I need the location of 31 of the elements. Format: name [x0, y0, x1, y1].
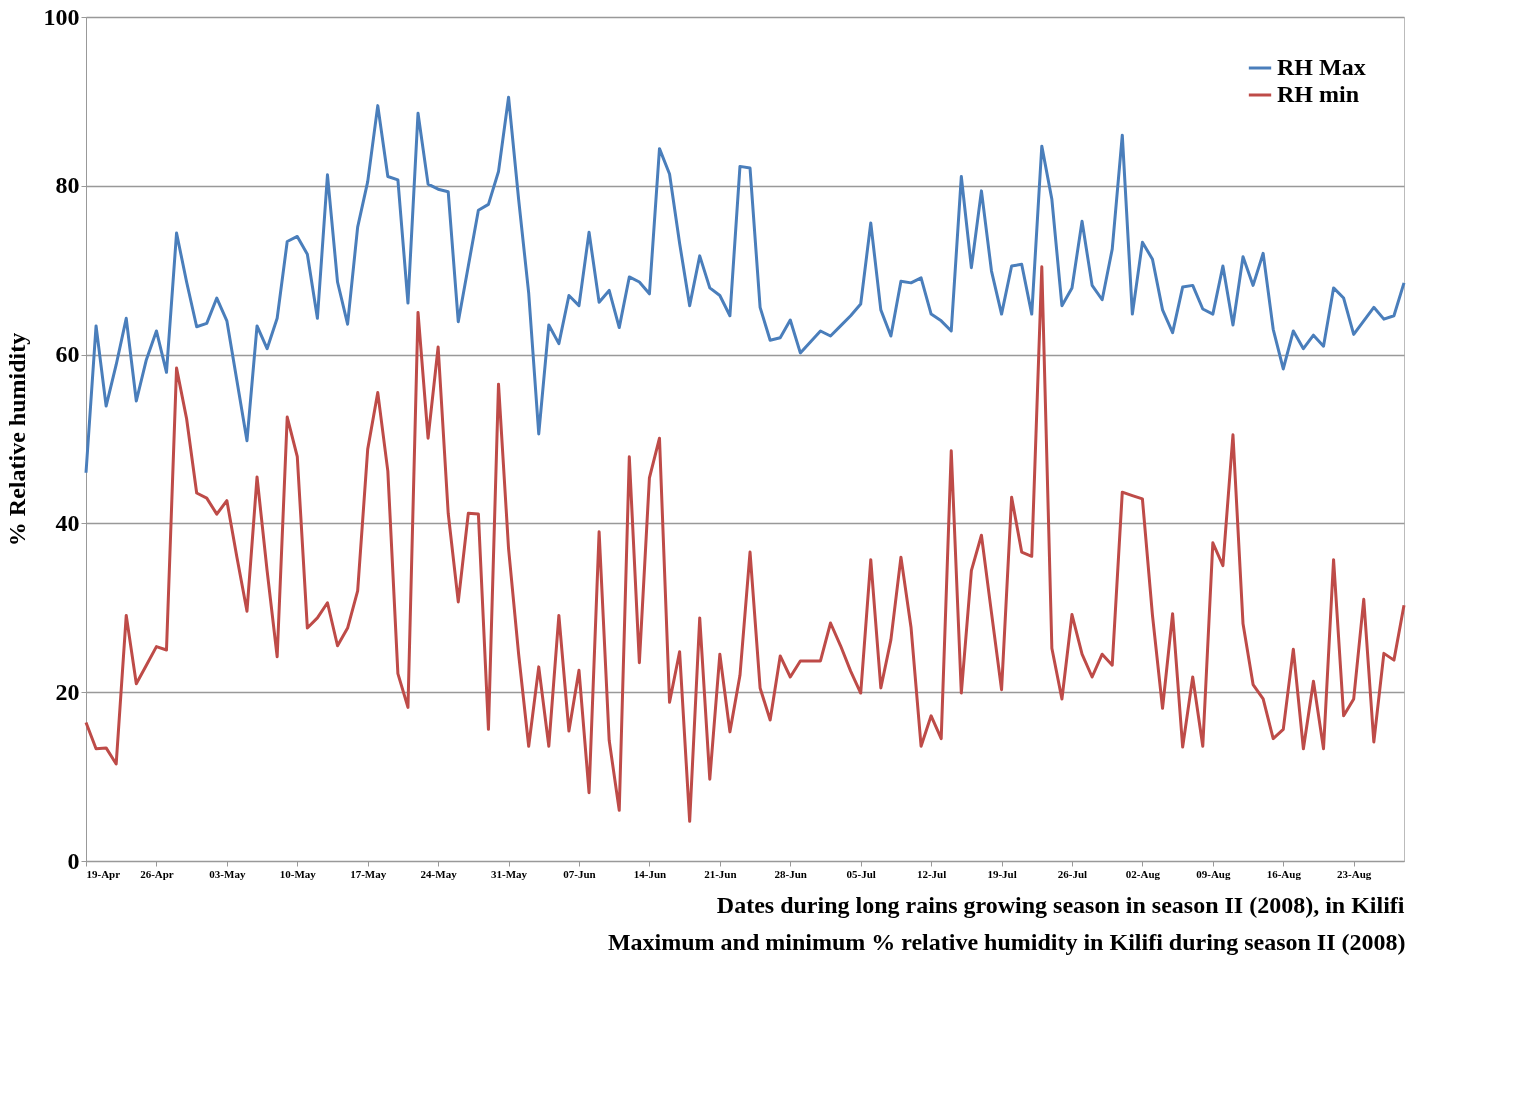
y-tick-label: 60 [55, 341, 80, 368]
line-series [84, 265, 1406, 823]
y-tick-label: 100 [43, 3, 80, 30]
x-tick-label: 16-Aug [1266, 867, 1302, 880]
x-tick-label: 05-Jul [846, 867, 876, 880]
x-tick-label: 31-May [491, 867, 528, 880]
y-tick-label: 80 [55, 172, 80, 199]
x-tick-label: 12-Jul [916, 867, 947, 880]
x-tick-label: 02-Aug [1125, 867, 1161, 880]
x-tick-label: 09-Aug [1196, 867, 1231, 880]
y-tick-label: 0 [67, 847, 80, 874]
x-tick-label: 10-May [279, 867, 317, 880]
x-tick-label: 26-Jul [1057, 867, 1088, 880]
legend-label: RH min [1277, 81, 1360, 107]
y-axis-title: % Relative humidity [3, 332, 30, 547]
x-tick-label: 14-Jun [633, 867, 667, 880]
x-tick-label: 24-May [420, 867, 458, 880]
x-tick-label: 23-Aug [1337, 867, 1372, 880]
x-tick-label: 28-Jun [774, 867, 807, 880]
x-tick-label: 03-May [209, 867, 246, 880]
legend-label: RH Max [1277, 54, 1366, 80]
x-tick-label: 21-Jun [704, 867, 737, 880]
x-tick-label: 19-Jul [987, 867, 1017, 880]
x-axis-title: Dates during long rains growing season in season II (2008), in Kilifi [716, 891, 1405, 918]
x-tick-label: 19-Apr [86, 867, 121, 880]
y-tick-label: 40 [55, 509, 80, 536]
text: Maximum and minimum % relative humidity in Kilifi during season II (2008) [607, 929, 1406, 955]
x-tick-label: 17-May [350, 867, 387, 880]
x-tick-label: 26-Apr [140, 867, 174, 880]
x-tick-label: 07-Jun [563, 867, 596, 880]
y-tick-label: 20 [55, 678, 80, 705]
